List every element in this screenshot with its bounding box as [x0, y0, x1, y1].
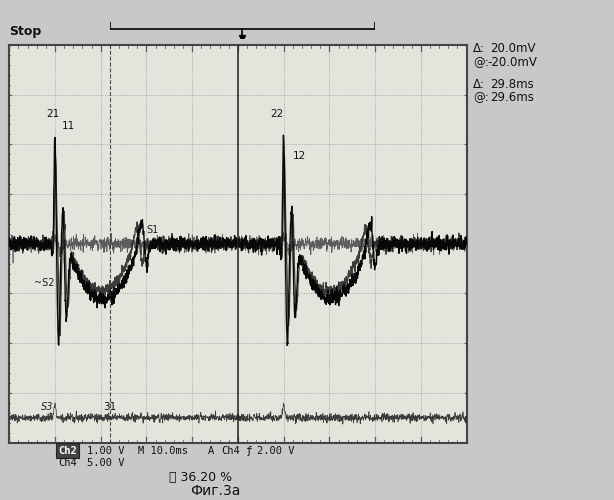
Text: Ch4: Ch4: [221, 446, 240, 456]
Text: 1.00 V: 1.00 V: [87, 446, 125, 456]
Text: 2.00 V: 2.00 V: [257, 446, 294, 456]
Text: Stop: Stop: [9, 25, 42, 38]
Text: 20.0mV: 20.0mV: [490, 42, 535, 56]
Text: ▕: ▕: [3, 249, 14, 264]
Text: @:: @:: [473, 91, 489, 104]
Text: ~S2: ~S2: [34, 278, 55, 288]
Text: M 10.0ms: M 10.0ms: [138, 446, 188, 456]
Text: Ch4: Ch4: [58, 458, 77, 468]
Text: S1: S1: [147, 225, 158, 235]
Text: Фиг.3a: Фиг.3a: [190, 484, 241, 498]
Text: Δ:: Δ:: [473, 42, 485, 56]
Text: 5.00 V: 5.00 V: [87, 458, 125, 468]
Text: 29.8ms: 29.8ms: [490, 78, 534, 90]
Text: 21: 21: [47, 109, 60, 119]
Text: Ch2: Ch2: [58, 446, 77, 456]
Text: 11: 11: [62, 122, 75, 132]
Text: 22: 22: [270, 109, 283, 119]
Text: ⎕ 36.20 %: ⎕ 36.20 %: [169, 471, 232, 484]
Text: 12: 12: [293, 152, 306, 162]
Text: ƒ: ƒ: [246, 446, 252, 456]
Text: @:: @:: [473, 56, 489, 69]
Text: A: A: [208, 446, 214, 456]
Text: -20.0mV: -20.0mV: [488, 56, 537, 69]
Text: 31: 31: [103, 402, 116, 412]
Text: S3: S3: [41, 402, 54, 412]
Text: 29.6ms: 29.6ms: [490, 91, 534, 104]
Text: Δ:: Δ:: [473, 78, 485, 90]
